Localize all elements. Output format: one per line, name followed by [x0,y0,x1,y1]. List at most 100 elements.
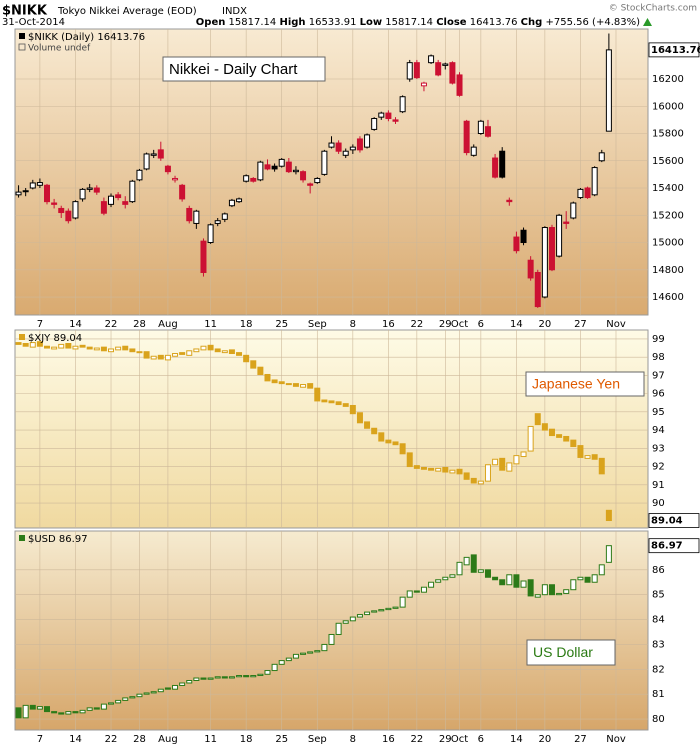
candle-body [292,653,299,659]
candle-body [72,201,79,219]
candle-body [584,576,591,583]
candle-body [271,379,278,384]
candle-body [164,354,171,361]
label: Open [196,17,226,28]
candle-body [506,199,513,203]
last-value-box [648,513,700,528]
candle-body [499,150,506,178]
candle-body [186,207,193,222]
candle-body [577,576,584,581]
candle-body [513,574,520,588]
candle-body [285,383,292,386]
candle-body [15,191,22,196]
candle-body [164,687,171,690]
candle-body [236,198,243,203]
candle-body [264,373,271,382]
candle-body [484,569,491,578]
candle-body [58,207,65,214]
candle-body [214,348,221,353]
candle-body [371,610,378,613]
candle-body [534,413,541,426]
last-value: 16413.76 [651,45,700,56]
candle-body [335,622,342,635]
label: Low [360,17,382,28]
candle-body [392,119,399,122]
candle-body [292,169,299,173]
last-value-box [648,42,700,58]
x-tick-label: Sep [308,734,327,745]
candle-body [406,590,413,598]
x-tick-label: 18 [240,734,253,745]
y-tick-label: 96 [652,389,665,400]
legend-swatch [19,334,25,340]
candle-body [449,469,456,474]
candle-body [44,184,51,203]
candle-body [100,703,107,710]
candle-body [122,697,129,701]
candle-body [506,574,513,586]
candle-body [36,706,43,710]
candle-body [591,454,598,460]
candle-body [335,142,342,152]
candle-body [108,195,115,205]
x-tick-label: 8 [350,734,356,745]
candle-body [136,351,143,354]
last-value-box [648,538,700,554]
candle-body [278,381,285,385]
x-tick-label: 28 [133,319,146,330]
candle-body [250,177,257,182]
candle-body [456,74,463,96]
symbol: $NIKK [2,4,48,19]
candle-body [257,161,264,181]
candle-body [484,126,491,137]
y-tick-label: 91 [652,480,665,491]
y-tick-label: 95 [652,407,665,418]
candle-body [221,350,228,354]
candle-body [221,213,228,220]
candle-body [428,467,435,471]
candle-body [278,660,285,665]
candle-body [541,227,548,298]
candle-body [200,240,207,273]
candle-body [364,611,371,616]
candle-body [570,202,577,219]
candle-body [122,201,129,205]
candle-body [172,684,179,690]
x-tick-label: 27 [574,319,587,330]
y-tick-label: 92 [652,462,665,473]
candle-body [406,452,413,468]
value: 16413.76 [470,17,518,28]
candle-body [499,457,506,471]
candle-body [129,180,136,203]
x-tick-label: 20 [539,734,552,745]
x-tick-label: Sep [308,319,327,330]
candle-body [328,142,335,148]
x-tick-label: 20 [539,319,552,330]
candle-body [179,184,186,200]
candle-body [520,451,527,458]
candle-body [484,464,491,482]
candle-body [605,49,612,132]
candle-body [342,403,349,407]
candle-body [86,707,93,711]
legend: $XJY 89.04 [28,333,82,344]
candle-body [157,354,164,360]
candle-body [605,545,612,563]
candle-body [420,586,427,593]
candle-body [328,400,335,404]
candle-body [15,342,22,345]
y-tick-label: 80 [652,714,665,725]
x-tick-label: 22 [410,734,423,745]
x-tick-label: 7 [37,734,43,745]
x-tick-label: 14 [69,319,82,330]
copyright: © StockCharts.com [609,4,697,14]
candle-body [442,63,449,66]
candle-body [72,711,79,714]
candle-body [513,455,520,465]
candle-body [548,428,555,437]
candle-body [499,579,506,586]
candle-body [29,704,36,710]
candle-body [115,346,122,351]
candle-body [193,677,200,681]
y-tick-label: 16200 [652,74,684,85]
